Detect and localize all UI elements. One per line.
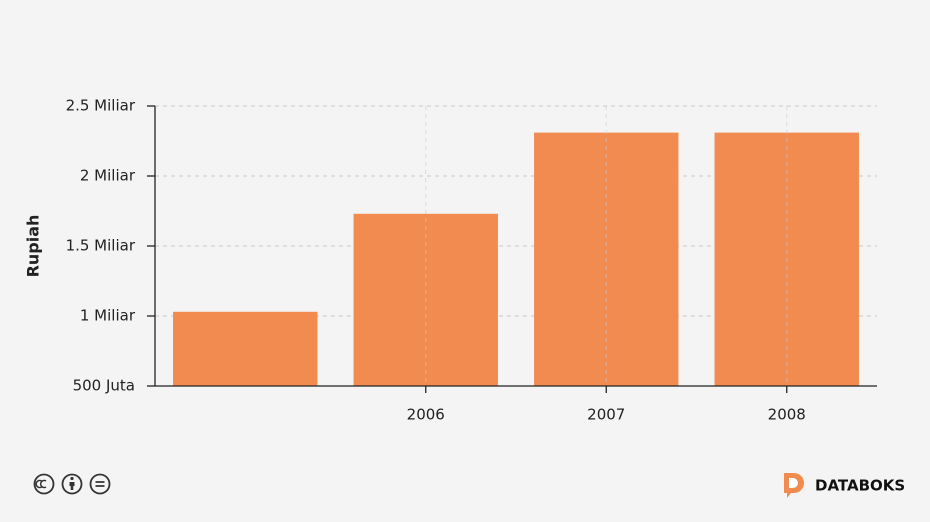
x-tick-label: 2006 bbox=[407, 406, 445, 424]
license-icons bbox=[33, 473, 111, 495]
y-tick-label: 1 Miliar bbox=[80, 307, 136, 325]
y-tick-label: 500 Juta bbox=[73, 377, 135, 395]
y-tick-label: 1.5 Miliar bbox=[66, 237, 136, 255]
y-tick-label: 2 Miliar bbox=[80, 167, 136, 185]
x-tick-label: 2007 bbox=[587, 406, 625, 424]
x-tick-label: 2008 bbox=[768, 406, 806, 424]
y-tick-label: 2.5 Miliar bbox=[66, 97, 136, 115]
bar bbox=[173, 311, 318, 386]
brand-logo bbox=[784, 473, 804, 498]
brand-name: DATABOKS bbox=[815, 477, 905, 495]
y-axis-title: Rupiah bbox=[24, 215, 43, 278]
